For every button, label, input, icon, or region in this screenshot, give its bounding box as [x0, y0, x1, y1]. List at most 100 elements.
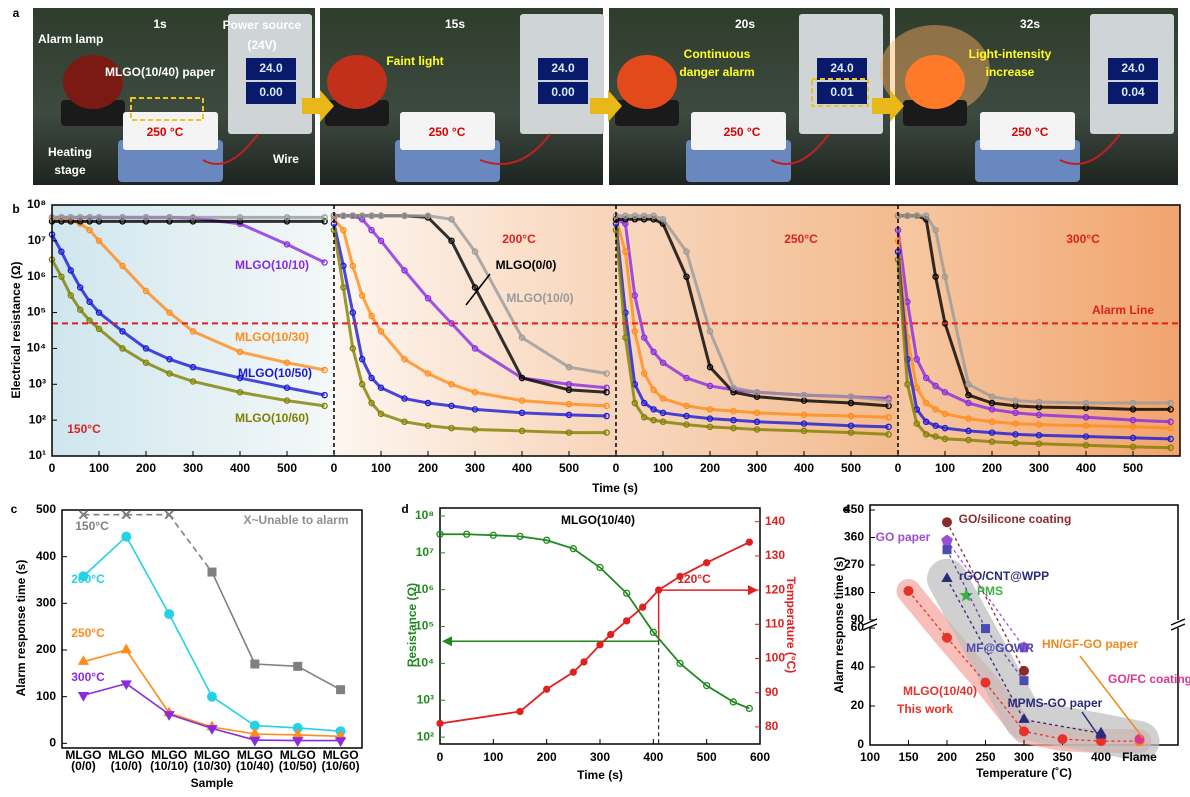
y-axis-title: Alarm response time (s): [14, 560, 28, 697]
point: [885, 397, 892, 404]
display-reading: 24.0: [830, 61, 854, 75]
point: [86, 214, 93, 221]
point: [1035, 440, 1043, 447]
display: [1108, 82, 1158, 104]
point: [622, 334, 629, 341]
wire: [1059, 133, 1121, 165]
curve: [896, 259, 1171, 450]
point: [959, 588, 974, 602]
y-tick-label: 10⁶: [27, 269, 46, 283]
point: [1129, 406, 1137, 413]
point: [86, 298, 93, 306]
y2-tick-label: 130: [765, 548, 785, 562]
stage-plate: [691, 112, 786, 150]
x-tick-label: MLGO: [323, 748, 359, 762]
x-tick-label: 0: [331, 461, 338, 475]
curve: [616, 214, 889, 403]
point: [932, 422, 939, 429]
display-reading: 0.00: [551, 85, 575, 99]
point: [650, 386, 657, 394]
y-axis-title: Electrical resistance (Ω): [9, 261, 23, 398]
point: [121, 531, 132, 542]
x-tick-label: 200: [937, 750, 957, 764]
point: [58, 273, 65, 280]
photo-label: Faint light: [386, 54, 443, 68]
point: [377, 237, 385, 245]
curve: [50, 233, 325, 397]
point: [706, 415, 714, 422]
point: [965, 399, 972, 407]
point: [471, 426, 479, 433]
point: [321, 391, 328, 399]
photo-label: 250 °C: [724, 125, 761, 139]
point: [321, 366, 328, 374]
point: [349, 262, 357, 270]
point: [358, 355, 366, 363]
point: [942, 545, 952, 555]
point: [401, 355, 408, 363]
x-tick-label: MLGO: [65, 748, 101, 762]
point: [659, 409, 667, 417]
point: [120, 643, 132, 654]
point: [885, 431, 892, 438]
point: [163, 711, 175, 721]
point: [471, 345, 479, 352]
point: [293, 661, 303, 671]
point: [368, 399, 375, 407]
point: [965, 391, 972, 399]
y-tick-label: 100: [36, 689, 56, 703]
point: [1082, 399, 1090, 407]
x-axis-title: Time (s): [592, 481, 638, 495]
x-tick-label: 300: [747, 461, 767, 475]
point: [988, 399, 996, 407]
point: [603, 384, 610, 392]
series-label: 250°C: [71, 626, 105, 640]
x-tick-label: 100: [89, 461, 109, 475]
point: [981, 624, 990, 634]
photo-label: Wire: [273, 152, 299, 166]
display-reading: 0.00: [259, 85, 283, 99]
point: [368, 312, 375, 320]
curve: [946, 540, 1025, 648]
point: [965, 427, 972, 435]
point: [377, 212, 385, 220]
x-tick-label: MLGO: [194, 748, 230, 762]
series-label: GO/silicone coating: [959, 512, 1072, 526]
axis-break: [1170, 618, 1186, 631]
series-label: MLGO(10/60): [235, 411, 309, 425]
point: [655, 586, 663, 594]
photo-label: danger alarm: [679, 65, 754, 79]
point: [703, 559, 711, 567]
series-label: GO paper: [876, 530, 931, 544]
point: [941, 534, 953, 546]
y-tick-label: 180: [844, 585, 864, 599]
point: [706, 406, 714, 413]
point: [236, 214, 244, 221]
point: [336, 685, 346, 695]
stage-plate: [980, 112, 1075, 150]
point: [1035, 421, 1043, 428]
point: [1035, 411, 1043, 419]
point: [683, 402, 690, 410]
x-tick-label: 200: [418, 461, 438, 475]
y-tick-label: 40: [851, 659, 865, 673]
point: [683, 421, 690, 428]
point: [401, 267, 408, 274]
x-tick-label: 0: [895, 461, 902, 475]
point: [236, 374, 244, 382]
point: [800, 411, 808, 419]
point: [847, 399, 855, 407]
point: [142, 214, 150, 221]
point: [885, 414, 892, 421]
series-label: PMS: [977, 584, 1003, 598]
point: [565, 411, 573, 419]
guide-label: 120°C: [677, 572, 711, 586]
point: [401, 395, 408, 402]
series-label: MLGO(0/0): [496, 258, 557, 272]
point: [166, 355, 173, 363]
point: [569, 668, 577, 676]
panel-bg: [334, 205, 616, 456]
frame-time: 15s: [445, 17, 465, 31]
curve: [332, 223, 607, 418]
point: [424, 422, 432, 429]
